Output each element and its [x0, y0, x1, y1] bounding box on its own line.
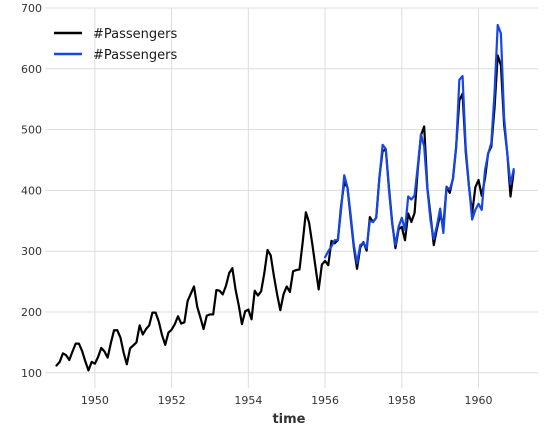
- y-tick-label: 700: [21, 2, 42, 15]
- x-tick-label: 1960: [465, 394, 493, 407]
- y-tick-label: 100: [21, 367, 42, 380]
- x-tick-label: 1952: [158, 394, 186, 407]
- x-tick-label: 1956: [311, 394, 339, 407]
- x-axis-label: time: [272, 412, 305, 427]
- legend: #Passengers #Passengers: [54, 27, 177, 63]
- y-tick-labels: 100 200 300 400 500 600 700: [21, 2, 42, 380]
- x-tick-label: 1958: [388, 394, 416, 407]
- y-tick-label: 400: [21, 184, 42, 197]
- y-tick-label: 500: [21, 124, 42, 137]
- series-line-1: [323, 23, 515, 265]
- y-tick-label: 300: [21, 245, 42, 258]
- y-tick-label: 200: [21, 306, 42, 319]
- y-tick-label: 600: [21, 63, 42, 76]
- legend-label-1: #Passengers: [93, 48, 177, 63]
- x-tick-labels: 1950 1952 1954 1956 1958 1960: [81, 394, 493, 407]
- grid: [45, 7, 538, 388]
- x-tick-label: 1950: [81, 394, 109, 407]
- series-layer: [55, 23, 515, 372]
- legend-label-0: #Passengers: [93, 27, 177, 42]
- x-tick-label: 1954: [234, 394, 262, 407]
